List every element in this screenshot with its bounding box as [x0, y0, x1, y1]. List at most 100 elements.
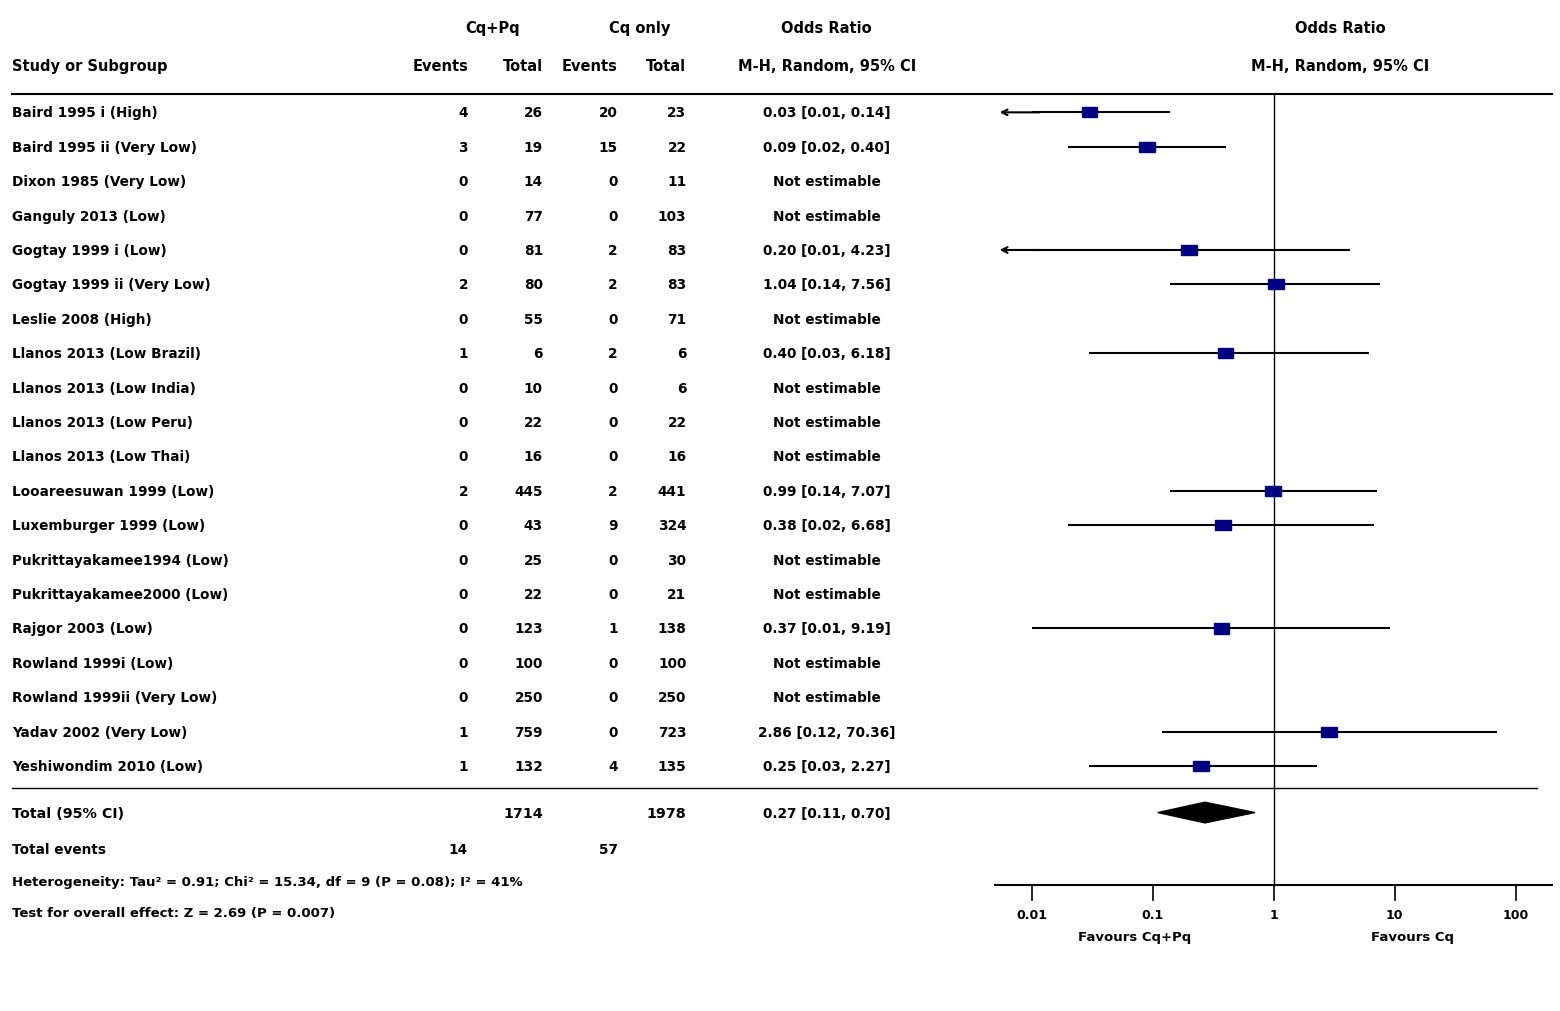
Text: 1978: 1978	[647, 806, 686, 820]
Text: Baird 1995 ii (Very Low): Baird 1995 ii (Very Low)	[12, 141, 198, 155]
Bar	[1214, 624, 1229, 634]
Text: 4: 4	[459, 106, 468, 120]
Text: 0.38 [0.02, 6.68]: 0.38 [0.02, 6.68]	[763, 519, 891, 533]
Text: 22: 22	[524, 587, 543, 602]
Text: 0: 0	[608, 725, 618, 739]
Text: M-H, Random, 95% CI: M-H, Random, 95% CI	[738, 60, 916, 74]
Text: 0.1: 0.1	[1142, 908, 1164, 921]
Text: 15: 15	[599, 141, 618, 155]
Text: Pukrittayakamee2000 (Low): Pukrittayakamee2000 (Low)	[12, 587, 229, 602]
Text: 0: 0	[459, 553, 468, 567]
Text: Luxemburger 1999 (Low): Luxemburger 1999 (Low)	[12, 519, 206, 533]
Text: Not estimable: Not estimable	[772, 656, 881, 670]
Text: Not estimable: Not estimable	[772, 209, 881, 223]
Text: 10: 10	[1385, 908, 1404, 921]
Text: 71: 71	[668, 312, 686, 327]
Text: 0: 0	[608, 553, 618, 567]
Text: 0: 0	[608, 691, 618, 705]
Text: 2.86 [0.12, 70.36]: 2.86 [0.12, 70.36]	[758, 725, 895, 739]
Text: 26: 26	[524, 106, 543, 120]
Text: Yadav 2002 (Very Low): Yadav 2002 (Very Low)	[12, 725, 187, 739]
Text: Odds Ratio: Odds Ratio	[782, 21, 872, 35]
Text: 1: 1	[1270, 908, 1278, 921]
Text: 55: 55	[524, 312, 543, 327]
Text: 2: 2	[608, 244, 618, 258]
Text: Llanos 2013 (Low Brazil): Llanos 2013 (Low Brazil)	[12, 347, 201, 361]
Text: Total: Total	[646, 60, 686, 74]
Text: 0: 0	[608, 587, 618, 602]
Text: 445: 445	[515, 484, 543, 498]
Text: 132: 132	[515, 759, 543, 773]
Text: 1714: 1714	[504, 806, 543, 820]
Text: 0: 0	[459, 312, 468, 327]
Text: 1.04 [0.14, 7.56]: 1.04 [0.14, 7.56]	[763, 278, 891, 292]
Text: Pukrittayakamee1994 (Low): Pukrittayakamee1994 (Low)	[12, 553, 229, 567]
Text: 16: 16	[524, 450, 543, 464]
Text: 43: 43	[524, 519, 543, 533]
Text: 81: 81	[524, 244, 543, 258]
Text: Yeshiwondim 2010 (Low): Yeshiwondim 2010 (Low)	[12, 759, 203, 773]
Text: Favours Cq+Pq: Favours Cq+Pq	[1078, 930, 1192, 943]
Text: 0: 0	[608, 656, 618, 670]
Text: 0: 0	[459, 622, 468, 636]
Text: 759: 759	[515, 725, 543, 739]
Text: Not estimable: Not estimable	[772, 416, 881, 430]
Text: Odds Ratio: Odds Ratio	[1295, 21, 1385, 35]
Bar	[1081, 108, 1097, 118]
Bar	[1321, 727, 1337, 737]
Text: 19: 19	[524, 141, 543, 155]
Text: Llanos 2013 (Low India): Llanos 2013 (Low India)	[12, 381, 197, 395]
Text: 0: 0	[459, 209, 468, 223]
Text: Not estimable: Not estimable	[772, 553, 881, 567]
Text: 135: 135	[658, 759, 686, 773]
Text: Llanos 2013 (Low Peru): Llanos 2013 (Low Peru)	[12, 416, 193, 430]
Text: 1: 1	[459, 347, 468, 361]
Text: Not estimable: Not estimable	[772, 381, 881, 395]
Text: Favours Cq: Favours Cq	[1371, 930, 1454, 943]
Text: 4: 4	[608, 759, 618, 773]
Text: 0: 0	[459, 175, 468, 189]
Text: Events: Events	[562, 60, 618, 74]
Text: 0.37 [0.01, 9.19]: 0.37 [0.01, 9.19]	[763, 622, 891, 636]
Text: 80: 80	[524, 278, 543, 292]
Text: 0.03 [0.01, 0.14]: 0.03 [0.01, 0.14]	[763, 106, 891, 120]
Text: 0: 0	[459, 519, 468, 533]
Text: 23: 23	[668, 106, 686, 120]
Text: 0: 0	[459, 691, 468, 705]
Text: Leslie 2008 (High): Leslie 2008 (High)	[12, 312, 153, 327]
Text: 30: 30	[668, 553, 686, 567]
Text: Events: Events	[412, 60, 468, 74]
Text: 2: 2	[608, 484, 618, 498]
Bar	[1193, 761, 1209, 771]
Text: Cq only: Cq only	[608, 21, 671, 35]
Text: 0.99 [0.14, 7.07]: 0.99 [0.14, 7.07]	[763, 484, 891, 498]
Text: 0: 0	[459, 587, 468, 602]
Bar	[1181, 246, 1197, 256]
Text: 0: 0	[608, 209, 618, 223]
Text: 57: 57	[599, 842, 618, 856]
Text: Rajgor 2003 (Low): Rajgor 2003 (Low)	[12, 622, 153, 636]
Text: 83: 83	[668, 278, 686, 292]
Text: 3: 3	[459, 141, 468, 155]
Text: 1: 1	[459, 759, 468, 773]
Text: 0: 0	[608, 416, 618, 430]
Text: 0.25 [0.03, 2.27]: 0.25 [0.03, 2.27]	[763, 759, 891, 773]
Text: 9: 9	[608, 519, 618, 533]
Text: 2: 2	[608, 347, 618, 361]
Text: Baird 1995 i (High): Baird 1995 i (High)	[12, 106, 158, 120]
Text: 6: 6	[677, 347, 686, 361]
Text: 2: 2	[459, 278, 468, 292]
Text: 22: 22	[668, 416, 686, 430]
Text: Study or Subgroup: Study or Subgroup	[12, 60, 168, 74]
Text: 25: 25	[524, 553, 543, 567]
Text: 0.27 [0.11, 0.70]: 0.27 [0.11, 0.70]	[763, 806, 891, 820]
Text: 83: 83	[668, 244, 686, 258]
Text: 0: 0	[608, 175, 618, 189]
Text: Total events: Total events	[12, 842, 106, 856]
Bar	[1139, 143, 1154, 153]
Text: 0: 0	[459, 416, 468, 430]
Text: 138: 138	[657, 622, 686, 636]
Bar	[1215, 521, 1231, 531]
Text: 0: 0	[608, 450, 618, 464]
Text: Gogtay 1999 ii (Very Low): Gogtay 1999 ii (Very Low)	[12, 278, 211, 292]
